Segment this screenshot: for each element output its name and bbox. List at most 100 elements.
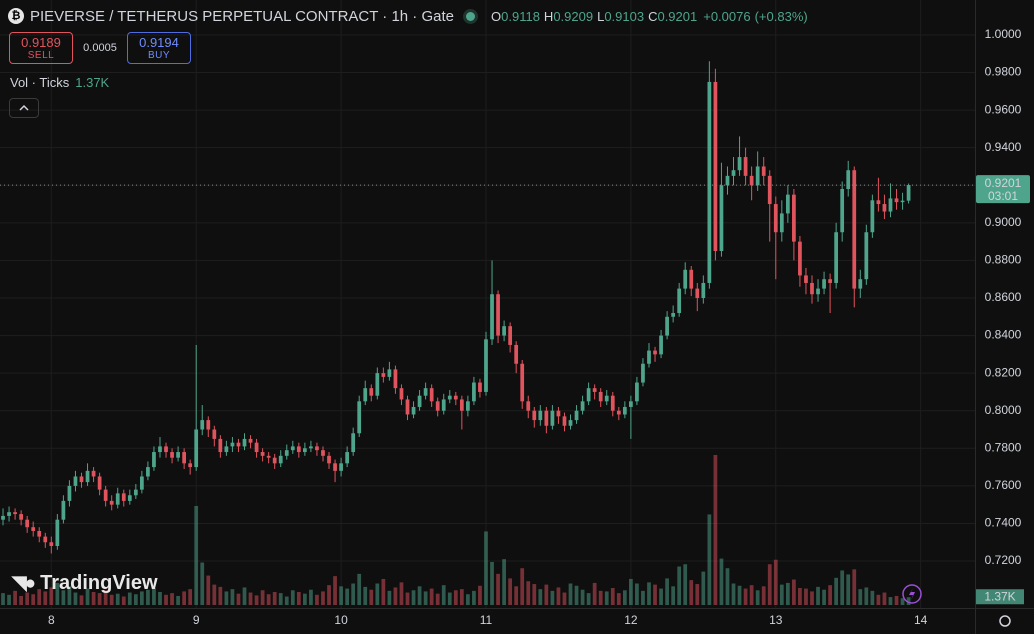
candle-body bbox=[755, 166, 760, 186]
volume-bar bbox=[182, 591, 187, 605]
volume-bar bbox=[115, 593, 120, 605]
buy-button[interactable]: 0.9194 BUY bbox=[127, 32, 191, 64]
candle-body bbox=[37, 530, 42, 537]
volume-bar bbox=[604, 591, 609, 605]
candle-body bbox=[864, 232, 869, 280]
volume-bar bbox=[43, 591, 48, 605]
volume-bar bbox=[1, 593, 5, 605]
volume-bar bbox=[550, 590, 555, 605]
volume-bar bbox=[236, 593, 241, 605]
candle-body bbox=[472, 382, 476, 402]
candle-body bbox=[303, 448, 307, 453]
candle-body bbox=[140, 476, 144, 490]
volume-bar bbox=[13, 590, 17, 605]
volume-bar bbox=[502, 559, 506, 605]
volume-bar bbox=[453, 590, 458, 605]
volume-value-label: 1.37K bbox=[984, 589, 1015, 603]
volume-bar bbox=[888, 597, 893, 605]
chart-title: PIEVERSE / TETHERUS PERPETUAL CONTRACT ·… bbox=[30, 7, 454, 25]
y-tick-label: 0.8200 bbox=[985, 365, 1022, 379]
candle-body bbox=[683, 269, 688, 289]
legend-key: O bbox=[491, 8, 502, 24]
candle-body bbox=[121, 493, 126, 501]
settings-icon[interactable] bbox=[999, 615, 1011, 627]
volume-bar bbox=[194, 505, 199, 605]
candle-body bbox=[834, 232, 839, 283]
y-tick-label: 0.7800 bbox=[985, 440, 1022, 454]
y-tick-label: 0.7200 bbox=[985, 553, 1022, 567]
candle-body bbox=[146, 467, 150, 477]
volume-bar bbox=[387, 590, 392, 605]
candle-body bbox=[290, 446, 295, 451]
candle-body bbox=[798, 241, 802, 276]
volume-bar bbox=[798, 588, 802, 605]
volume-bar bbox=[719, 558, 724, 605]
alert-icon[interactable] bbox=[902, 584, 922, 604]
candle-body bbox=[725, 175, 730, 186]
volume-bar bbox=[230, 589, 235, 605]
candle-body bbox=[459, 399, 464, 411]
candle-body bbox=[158, 446, 162, 453]
candle-body bbox=[592, 388, 597, 392]
buy-price: 0.9194 bbox=[139, 35, 179, 50]
alert-icon-bolt bbox=[909, 588, 915, 600]
candle-body bbox=[224, 446, 229, 453]
candle-body bbox=[622, 406, 627, 415]
candle-body bbox=[272, 457, 277, 464]
candle-body bbox=[435, 401, 440, 411]
volume-bar bbox=[375, 583, 380, 605]
volume-bar bbox=[574, 585, 579, 605]
collapse-button[interactable] bbox=[9, 98, 39, 118]
legend-change-percent: (+0.83%) bbox=[754, 8, 808, 24]
trade-panel: 0.9189 SELL 0.0005 0.9194 BUY bbox=[9, 32, 191, 64]
candle-body bbox=[1, 515, 5, 520]
candle-body bbox=[25, 519, 30, 528]
candle-body bbox=[91, 470, 96, 477]
volume-bar bbox=[248, 592, 253, 605]
volume-bar bbox=[284, 596, 289, 605]
volume-bar bbox=[303, 593, 307, 605]
volume-bar bbox=[514, 586, 519, 605]
volume-bar bbox=[647, 582, 651, 605]
candle-body bbox=[309, 446, 313, 449]
candle-body bbox=[466, 401, 470, 411]
candle-body bbox=[526, 401, 531, 411]
volume-bar bbox=[381, 578, 386, 605]
candle-body bbox=[568, 420, 573, 426]
volume-bar bbox=[435, 593, 440, 605]
volume-bar bbox=[315, 594, 319, 605]
volume-bar bbox=[363, 586, 368, 605]
volume-bar bbox=[272, 591, 277, 605]
volume-bar bbox=[164, 594, 168, 605]
volume-bar bbox=[67, 586, 72, 605]
candle-body bbox=[182, 452, 187, 464]
volume-bar bbox=[701, 571, 706, 605]
y-tick-label: 0.9000 bbox=[985, 215, 1022, 229]
volume-bar bbox=[417, 586, 422, 605]
candle-body bbox=[429, 388, 434, 402]
candle-body bbox=[647, 350, 651, 364]
candle-body bbox=[616, 410, 621, 415]
volume-bar bbox=[508, 578, 513, 605]
volume-bar bbox=[562, 592, 567, 605]
x-tick-label: 14 bbox=[914, 613, 928, 627]
legend-value: 0.9201 bbox=[657, 8, 698, 24]
volume-bar bbox=[25, 592, 30, 605]
volume-bar bbox=[357, 573, 362, 605]
volume-bar bbox=[345, 588, 350, 605]
candle-body bbox=[556, 410, 561, 417]
candle-body bbox=[653, 350, 657, 355]
y-tick-label: 0.8800 bbox=[985, 253, 1022, 267]
volume-bar bbox=[79, 595, 84, 605]
sell-button[interactable]: 0.9189 SELL bbox=[9, 32, 73, 64]
candle-body bbox=[43, 536, 48, 543]
volume-bar bbox=[188, 589, 193, 605]
candle-body bbox=[731, 170, 736, 176]
volume-bar bbox=[737, 585, 742, 605]
volume-bar bbox=[309, 589, 313, 605]
candle-body bbox=[635, 382, 639, 402]
candle-body bbox=[212, 429, 217, 439]
candle-body bbox=[218, 438, 223, 453]
volume-bar bbox=[816, 586, 820, 605]
candle-body bbox=[532, 410, 537, 421]
